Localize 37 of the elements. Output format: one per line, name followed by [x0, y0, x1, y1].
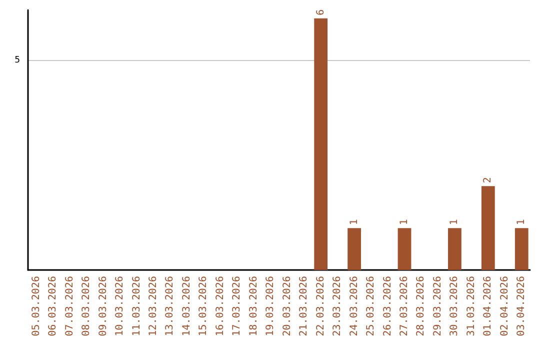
x-tick-label: 24.03.2026	[348, 276, 360, 336]
x-tick-label: 07.03.2026	[64, 276, 76, 336]
x-tick-label: 11.03.2026	[131, 276, 142, 336]
x-tick-label: 27.03.2026	[399, 276, 410, 336]
x-tick-label: 31.03.2026	[466, 276, 477, 336]
x-tick-label: 12.03.2026	[148, 276, 159, 336]
x-tick-label: 20.03.2026	[282, 276, 293, 336]
data-label: 1	[348, 219, 360, 226]
x-tick-label: 05.03.2026	[30, 276, 42, 336]
x-tick-label: 26.03.2026	[382, 276, 394, 336]
x-tick-label: 17.03.2026	[232, 276, 243, 336]
x-tick-label: 29.03.2026	[432, 276, 444, 336]
x-tick-label: 13.03.2026	[164, 276, 176, 336]
x-tick-label: 10.03.2026	[114, 276, 126, 336]
x-tick-label: 25.03.2026	[366, 276, 377, 336]
x-tick-label: 30.03.2026	[449, 276, 460, 336]
x-tick-label: 08.03.2026	[81, 276, 92, 336]
x-tick-label: 14.03.2026	[181, 276, 192, 336]
x-tick-label: 02.04.2026	[499, 276, 510, 336]
data-label: 1	[399, 219, 410, 226]
x-tick-label: 01.04.2026	[482, 276, 494, 336]
x-tick-label: 18.03.2026	[248, 276, 260, 336]
x-tick-label: 06.03.2026	[48, 276, 59, 336]
x-tick-label: 15.03.2026	[198, 276, 210, 336]
x-tick-label: 23.03.2026	[332, 276, 344, 336]
data-label: 1	[449, 219, 460, 226]
x-tick-label: 22.03.2026	[315, 276, 326, 336]
x-tick-label: 09.03.2026	[98, 276, 109, 336]
data-label: 6	[315, 9, 326, 16]
x-tick-label: 16.03.2026	[214, 276, 226, 336]
x-tick-label: 19.03.2026	[265, 276, 276, 336]
x-tick-label: 21.03.2026	[298, 276, 310, 336]
y-tick-label: 5	[14, 55, 20, 66]
x-tick-label: 28.03.2026	[416, 276, 427, 336]
data-label: 2	[482, 177, 494, 184]
data-label: 1	[516, 219, 528, 226]
x-tick-label: 03.04.2026	[516, 276, 528, 336]
